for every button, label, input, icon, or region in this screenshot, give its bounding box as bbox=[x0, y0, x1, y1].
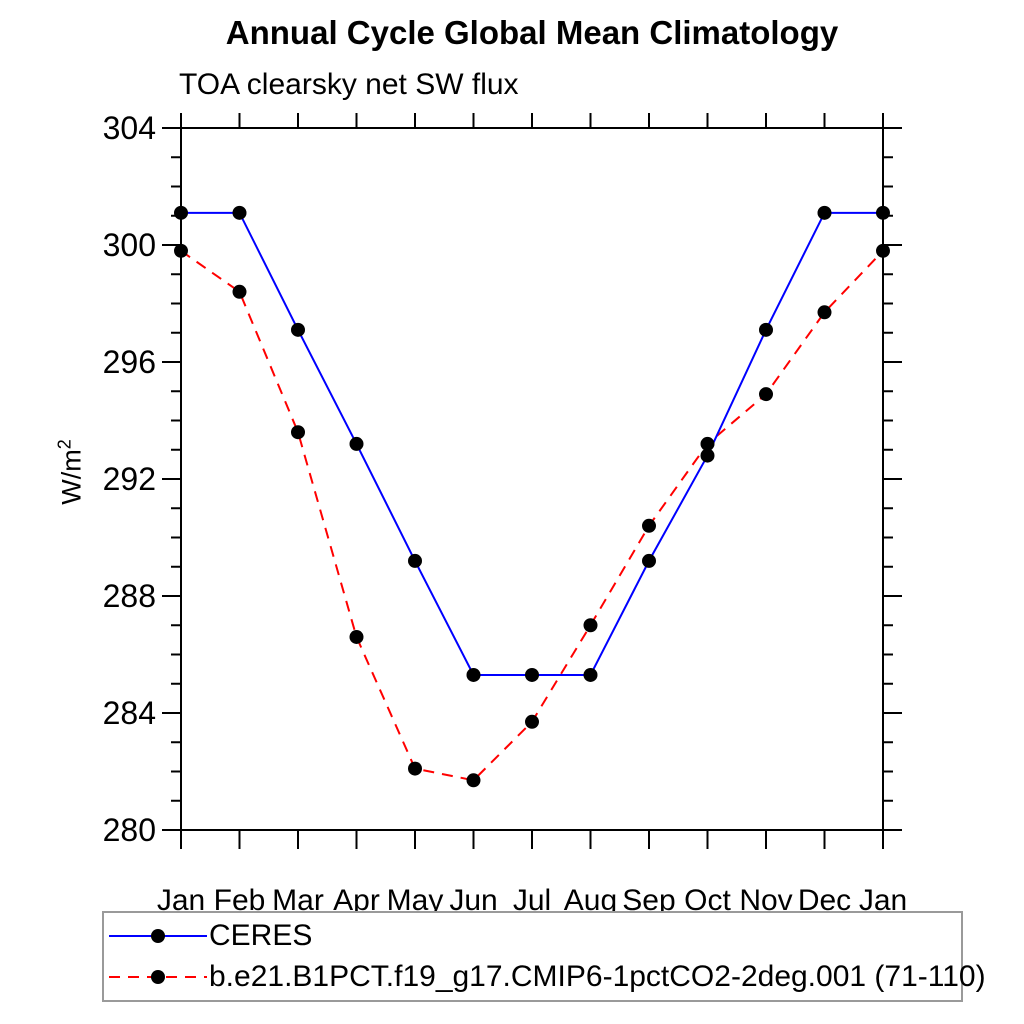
data-point bbox=[174, 205, 188, 220]
ceres-line bbox=[181, 211, 883, 676]
data-point bbox=[466, 667, 481, 682]
data-point bbox=[174, 243, 188, 258]
data-point bbox=[466, 773, 481, 788]
data-point bbox=[525, 714, 539, 729]
legend-label-model: b.e21.B1PCT.f19_g17.CMIP6-1pctCO2-2deg.0… bbox=[209, 960, 986, 993]
y-tick-label: 280 bbox=[103, 812, 156, 848]
data-point bbox=[291, 322, 305, 337]
data-point bbox=[408, 553, 422, 568]
data-point bbox=[876, 205, 890, 220]
data-point bbox=[876, 243, 890, 258]
chart-subtitle: TOA clearsky net SW flux bbox=[179, 68, 519, 101]
data-point bbox=[759, 322, 773, 337]
data-point bbox=[349, 436, 364, 451]
chart-title: Annual Cycle Global Mean Climatology bbox=[225, 14, 839, 51]
data-point bbox=[525, 667, 539, 682]
y-tick-label: 300 bbox=[103, 227, 156, 263]
data-point bbox=[759, 387, 773, 402]
data-point bbox=[642, 553, 656, 568]
y-tick-label: 296 bbox=[103, 344, 156, 380]
data-point bbox=[232, 284, 247, 299]
model-line bbox=[180, 250, 884, 782]
legend-item-ceres: CERES bbox=[107, 919, 313, 952]
y-tick-label: 304 bbox=[103, 110, 156, 146]
data-point bbox=[291, 425, 305, 440]
data-point bbox=[349, 629, 364, 644]
data-point bbox=[642, 518, 656, 533]
legend-box: CERES b.e21.B1PCT.f19_g17.CMIP6-1pctCO2-… bbox=[102, 911, 986, 1002]
data-point bbox=[817, 205, 832, 220]
ceres-sample-line bbox=[109, 929, 207, 943]
data-point bbox=[408, 761, 422, 776]
legend-label-ceres: CERES bbox=[209, 919, 313, 952]
legend-item-model: b.e21.B1PCT.f19_g17.CMIP6-1pctCO2-2deg.0… bbox=[107, 960, 986, 993]
model-sample-line bbox=[109, 970, 207, 984]
data-point bbox=[817, 305, 832, 320]
y-tick-label: 288 bbox=[103, 578, 156, 614]
data-point bbox=[583, 618, 598, 633]
plot-border bbox=[180, 127, 884, 831]
y-tick-label: 284 bbox=[103, 695, 156, 731]
data-point bbox=[700, 448, 715, 463]
data-point bbox=[700, 436, 715, 451]
data-point bbox=[232, 205, 247, 220]
y-tick-label: 292 bbox=[103, 461, 156, 497]
data-point bbox=[583, 667, 598, 682]
